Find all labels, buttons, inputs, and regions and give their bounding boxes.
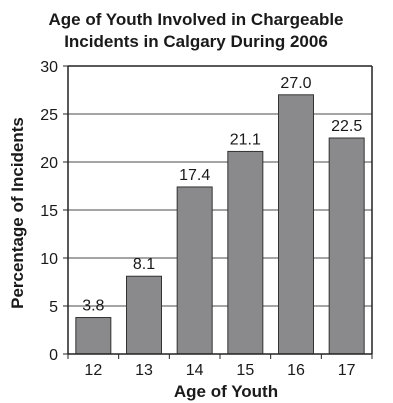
data-label: 8.1 (133, 256, 155, 273)
x-axis-title: Age of Youth (174, 382, 278, 401)
x-tick-label: 13 (135, 362, 153, 379)
data-label: 3.8 (82, 298, 104, 315)
y-tick-label: 20 (40, 155, 58, 172)
y-tick-label: 5 (49, 299, 58, 316)
y-tick-label: 10 (40, 251, 58, 268)
bar (75, 317, 112, 355)
x-tick-labels: 12 13 14 15 16 17 (84, 362, 355, 379)
bar (176, 186, 213, 355)
y-tick-labels: 0 5 10 15 20 25 30 (40, 59, 58, 364)
y-axis-title: Percentage of Incidents (8, 117, 27, 309)
y-tick-label: 0 (49, 347, 58, 364)
bar (126, 275, 162, 355)
data-label: 27.0 (280, 75, 311, 92)
x-tick-label: 14 (186, 362, 204, 379)
y-tick-label: 15 (40, 203, 58, 220)
chart-title-line-1: Age of Youth Involved in Chargeable (48, 10, 343, 29)
axes (63, 65, 373, 359)
x-tick-label: 16 (287, 362, 305, 379)
bars (75, 94, 365, 355)
bar (278, 94, 314, 355)
x-tick-label: 17 (338, 362, 356, 379)
y-tick-label: 30 (40, 59, 58, 76)
chart-title-line-2: Incidents in Calgary During 2006 (64, 32, 328, 51)
data-labels: 3.8 8.1 17.4 21.1 27.0 22.5 (82, 75, 362, 315)
bar (328, 137, 365, 355)
gridlines (68, 65, 372, 307)
x-tick-label: 12 (84, 362, 102, 379)
data-label: 21.1 (230, 131, 261, 148)
bar (227, 150, 264, 355)
x-tick-label: 15 (236, 362, 254, 379)
data-label: 22.5 (331, 118, 362, 135)
y-tick-label: 25 (40, 107, 58, 124)
data-label: 17.4 (179, 167, 210, 184)
